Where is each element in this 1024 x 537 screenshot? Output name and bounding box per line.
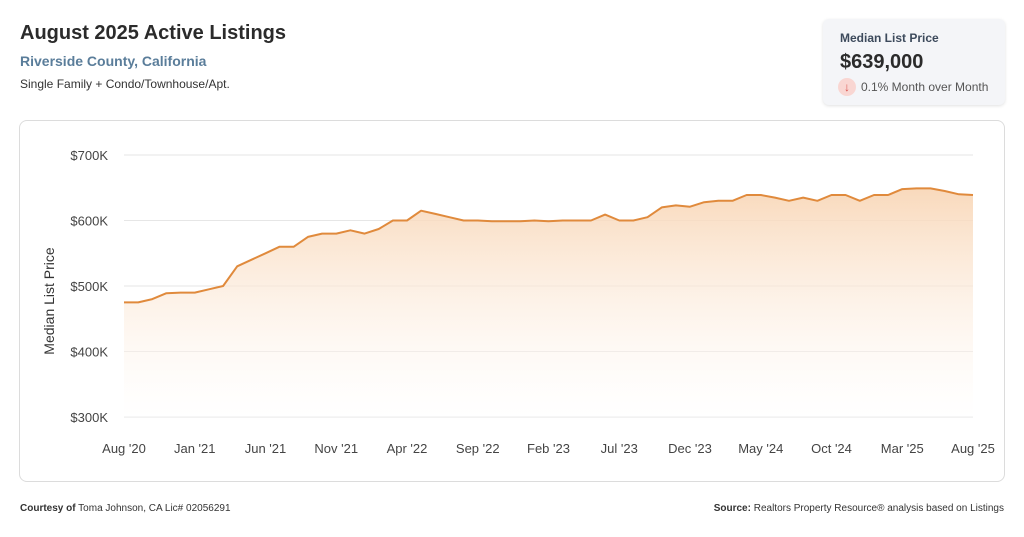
x-tick-label: Feb '23 <box>527 441 570 456</box>
page-title: August 2025 Active Listings <box>20 22 286 44</box>
location-subtitle: Riverside County, California <box>20 53 207 69</box>
median-price-card: Median List Price $639,000 ↓ 0.1% Month … <box>823 19 1005 105</box>
x-tick-label: May '24 <box>738 441 783 456</box>
courtesy-footer: Courtesy of Toma Johnson, CA Lic# 020562… <box>20 503 231 514</box>
source-label: Source: <box>713 503 751 514</box>
x-tick-label: Jul '23 <box>601 441 638 456</box>
x-tick-label: Sep '22 <box>456 441 500 456</box>
x-tick-label: Jun '21 <box>245 441 287 456</box>
arrow-down-icon: ↓ <box>838 78 856 96</box>
area-fill <box>124 188 973 417</box>
x-tick-label: Oct '24 <box>811 441 852 456</box>
median-price-label: Median List Price <box>840 31 939 45</box>
courtesy-label: Courtesy of <box>20 503 76 514</box>
x-tick-label: Nov '21 <box>314 441 358 456</box>
source-footer: Source: Realtors Property Resource® anal… <box>714 503 1004 514</box>
median-price-line <box>124 187 974 304</box>
y-axis-label: Median List Price <box>41 247 57 355</box>
y-tick-label: $500K <box>70 279 108 294</box>
y-tick-label: $700K <box>70 148 108 163</box>
x-tick-label: Dec '23 <box>668 441 712 456</box>
x-tick-label: Jan '21 <box>174 441 216 456</box>
median-price-change: ↓ 0.1% Month over Month <box>838 78 988 96</box>
property-types: Single Family + Condo/Townhouse/Apt. <box>20 77 230 91</box>
y-tick-label: $400K <box>70 345 108 360</box>
median-price-value: $639,000 <box>840 51 924 73</box>
change-text: 0.1% Month over Month <box>861 80 989 94</box>
y-tick-label: $600K <box>70 214 108 229</box>
median-list-price-chart: $300K $400K $500K $600K $700K Aug '20 Jan '21… <box>41 148 995 456</box>
chart-container: $300K $400K $500K $600K $700K Aug '20 Jan '21… <box>19 120 1005 482</box>
x-tick-label: Aug '25 <box>951 441 995 456</box>
source-text: Realtors Property Resource® analysis bas… <box>753 503 1004 514</box>
x-tick-label: Mar '25 <box>881 441 924 456</box>
courtesy-text: Toma Johnson, CA Lic# 02056291 <box>78 503 231 514</box>
x-tick-label: Apr '22 <box>387 441 428 456</box>
y-tick-label: $300K <box>70 410 108 425</box>
x-tick-label: Aug '20 <box>102 441 146 456</box>
